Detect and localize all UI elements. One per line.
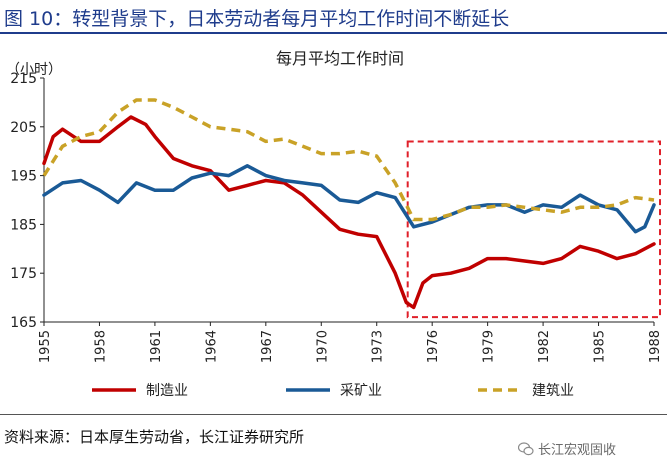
figure-header: 图 10：转型背景下，日本劳动者每月平均工作时间不断延长	[0, 0, 667, 34]
y-axis-label: （小时）	[6, 62, 62, 78]
legend-label-2: 采矿业	[340, 383, 382, 399]
x-tick-label: 1967	[260, 330, 275, 363]
x-tick-label: 1982	[537, 330, 552, 363]
legend-label-1: 制造业	[146, 383, 188, 399]
series-group	[42, 98, 656, 310]
header-divider	[0, 32, 667, 34]
x-tick-label: 1985	[593, 330, 608, 363]
x-tick-label: 1976	[426, 330, 441, 363]
line-chart: 每月平均工作时间 （小时） 165 175 185 195 205 215 1955 1958…	[6, 49, 663, 399]
axes-group: 165 175 185 195 205 215 1955 1958 1961 1964 1967 19…	[10, 71, 663, 363]
series-line-3	[42, 98, 655, 222]
x-tick-label: 1955	[38, 330, 53, 363]
series-line-1	[42, 115, 656, 310]
footer-divider	[0, 414, 667, 415]
figure-title: 图 10：转型背景下，日本劳动者每月平均工作时间不断延长	[4, 8, 510, 30]
source-note: 资料来源：日本厚生劳动省，长江证券研究所	[4, 428, 305, 446]
y-tick-label: 165	[10, 315, 37, 331]
highlight-group	[406, 140, 661, 319]
y-tick-label: 195	[10, 169, 37, 185]
x-tick-label: 1988	[648, 330, 663, 363]
x-tick-label: 1970	[315, 330, 330, 363]
y-tick-label: 215	[10, 71, 37, 87]
highlight-box	[406, 140, 661, 319]
y-tick-label: 205	[10, 120, 37, 136]
figure-footer: 资料来源：日本厚生劳动省，长江证券研究所 长江宏观固收	[0, 414, 667, 458]
x-tick-label: 1961	[149, 330, 164, 363]
series-line-2	[42, 164, 656, 234]
legend: 制造业 采矿业 建筑业	[92, 383, 574, 399]
x-tick-label: 1973	[371, 330, 386, 363]
chart-title: 每月平均工作时间	[276, 49, 404, 68]
x-tick-label: 1958	[93, 330, 108, 363]
y-tick-label: 185	[10, 217, 37, 233]
legend-label-3: 建筑业	[532, 383, 574, 399]
y-tick-label: 175	[10, 266, 37, 282]
x-tick-label: 1964	[204, 330, 219, 363]
x-tick-label: 1979	[482, 330, 497, 363]
